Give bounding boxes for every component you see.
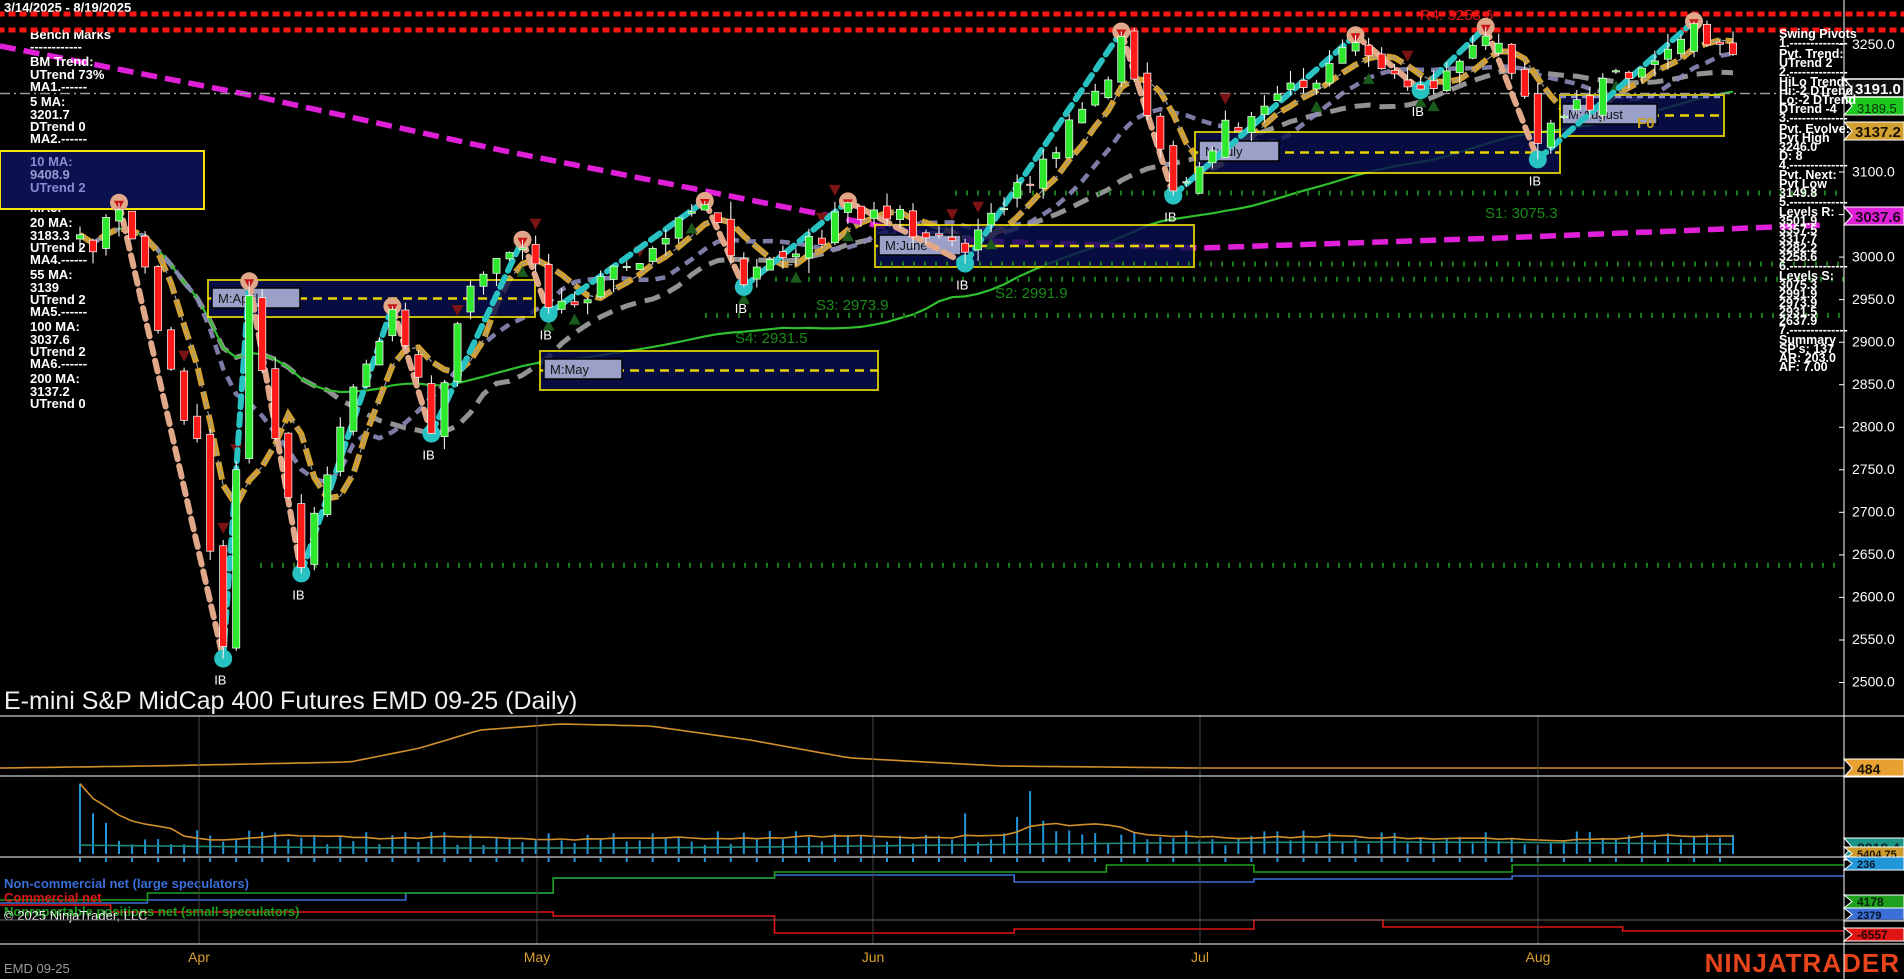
svg-text:S3: 2973.9: S3: 2973.9 — [816, 297, 889, 314]
svg-text:3037.6: 3037.6 — [1855, 209, 1901, 226]
svg-text:484: 484 — [1857, 761, 1881, 777]
svg-text:2850.0: 2850.0 — [1852, 376, 1895, 392]
svg-text:IB: IB — [422, 448, 434, 463]
svg-text:IB: IB — [956, 278, 968, 293]
svg-text:2650.0: 2650.0 — [1852, 546, 1895, 562]
svg-text:3100.0: 3100.0 — [1852, 164, 1895, 180]
svg-text:AF: 7.00: AF: 7.00 — [1779, 360, 1828, 374]
svg-text:MA6.------: MA6.------ — [30, 356, 87, 371]
svg-text:E-mini S&P MidCap 400 Futures: E-mini S&P MidCap 400 Futures EMD 09-25 … — [4, 687, 577, 715]
svg-text:2800.0: 2800.0 — [1852, 419, 1895, 435]
svg-text:Jul: Jul — [1191, 949, 1209, 965]
svg-text:EMD 09-25: EMD 09-25 — [4, 961, 70, 976]
svg-text:-6557: -6557 — [1857, 928, 1888, 942]
svg-text:F0: F0 — [1637, 115, 1655, 132]
svg-text:Commercial net: Commercial net — [4, 890, 102, 905]
svg-text:2500.0: 2500.0 — [1852, 674, 1895, 690]
svg-text:MA5.------: MA5.------ — [30, 304, 87, 319]
svg-text:2700.0: 2700.0 — [1852, 504, 1895, 520]
svg-text:2950.0: 2950.0 — [1852, 291, 1895, 307]
svg-text:3000.0: 3000.0 — [1852, 249, 1895, 265]
svg-text:3250.0: 3250.0 — [1852, 36, 1895, 52]
svg-text:4178: 4178 — [1857, 895, 1884, 909]
svg-text:UTrend 0: UTrend 0 — [30, 396, 86, 411]
svg-text:3189.5: 3189.5 — [1857, 101, 1897, 116]
svg-text:2550.0: 2550.0 — [1852, 631, 1895, 647]
svg-text:3191.0: 3191.0 — [1855, 81, 1901, 98]
svg-text:Non-commercial net (large spec: Non-commercial net (large speculators) — [4, 876, 249, 891]
svg-text:NINJATRADER: NINJATRADER — [1705, 948, 1900, 978]
svg-text:S2: 2991.9: S2: 2991.9 — [995, 285, 1068, 302]
svg-text:IB: IB — [214, 673, 226, 688]
svg-text:2900.0: 2900.0 — [1852, 334, 1895, 350]
svg-text:Jun: Jun — [862, 949, 885, 965]
svg-text:IB: IB — [1164, 210, 1176, 225]
svg-text:236: 236 — [1857, 859, 1875, 871]
svg-text:3137.2: 3137.2 — [1855, 124, 1901, 141]
svg-text:UTrend 2: UTrend 2 — [30, 180, 86, 195]
svg-text:S4: 2931.5: S4: 2931.5 — [735, 330, 808, 347]
svg-text:MA2.------: MA2.------ — [30, 131, 87, 146]
svg-text:2750.0: 2750.0 — [1852, 461, 1895, 477]
svg-text:IB: IB — [1529, 173, 1541, 188]
svg-text:------------: ------------ — [30, 39, 82, 54]
svg-text:© 2025 NinjaTrader, LLC: © 2025 NinjaTrader, LLC — [4, 908, 148, 923]
svg-text:S1: 3075.3: S1: 3075.3 — [1485, 205, 1558, 222]
svg-text:Apr: Apr — [188, 949, 210, 965]
svg-text:IB: IB — [292, 587, 304, 602]
svg-text:2600.0: 2600.0 — [1852, 589, 1895, 605]
svg-text:M:May: M:May — [550, 362, 590, 377]
svg-text:MA4.------: MA4.------ — [30, 252, 87, 267]
svg-text:Aug: Aug — [1526, 949, 1551, 965]
svg-text:MA1.------: MA1.------ — [30, 79, 87, 94]
svg-text:May: May — [524, 949, 550, 965]
